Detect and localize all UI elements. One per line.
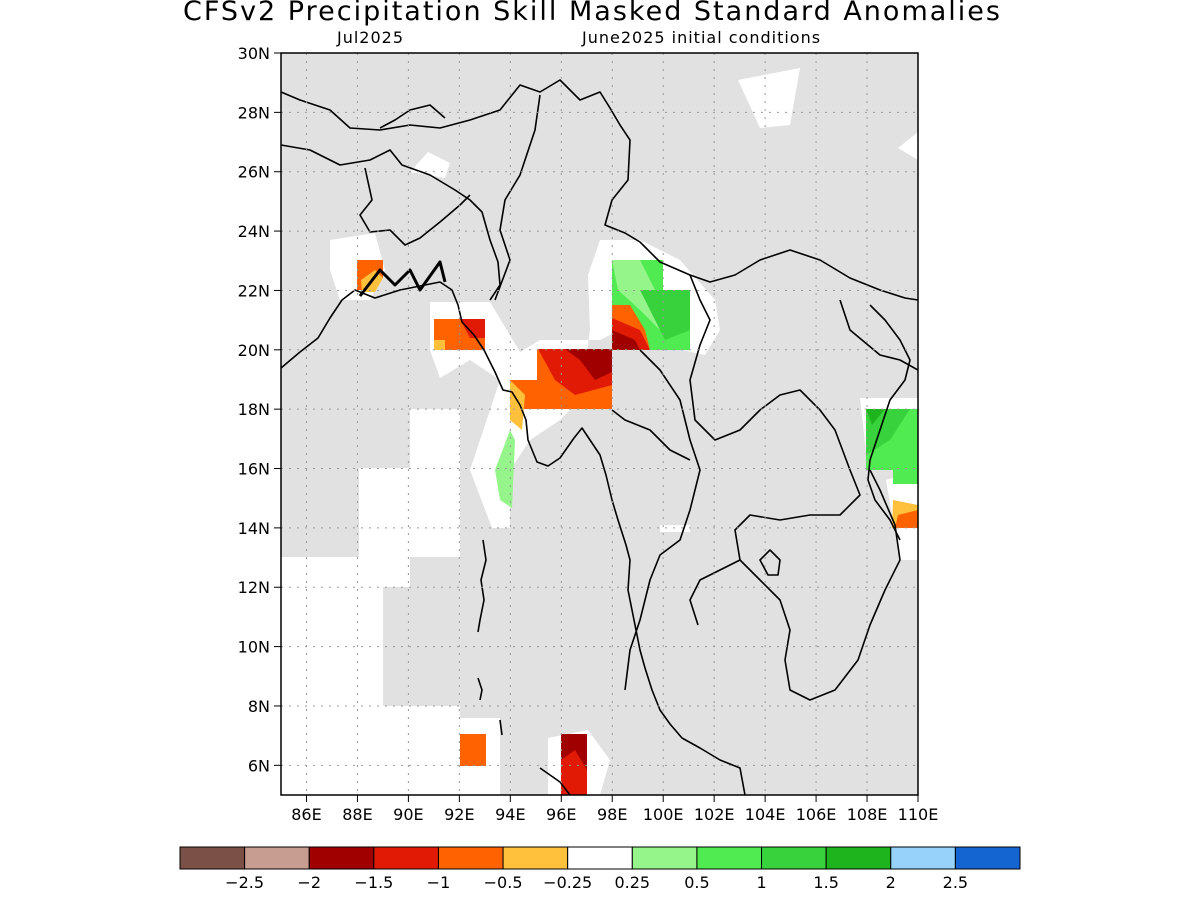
chart-title: CFSv2 Precipitation Skill Masked Standar… xyxy=(183,0,1002,27)
y-tick-label: 8N xyxy=(248,697,270,716)
colorbar-label: 1 xyxy=(756,873,766,892)
initial-conditions-label: June2025 initial conditions xyxy=(582,28,822,47)
colorbar-label: 2.5 xyxy=(943,873,968,892)
x-tick-label: 106E xyxy=(796,805,837,824)
y-tick-label: 22N xyxy=(238,281,270,300)
colorbar-swatch xyxy=(954,846,1021,870)
colorbar-swatch xyxy=(631,846,698,870)
colorbar-label: 1.5 xyxy=(813,873,838,892)
y-tick-label: 12N xyxy=(238,578,270,597)
colorbar-swatch xyxy=(761,846,827,870)
x-tick-label: 94E xyxy=(495,805,525,824)
colorbar-swatch xyxy=(308,846,375,870)
colorbar-swatch xyxy=(825,846,892,870)
plot-frame xyxy=(280,52,919,796)
colorbar-label: −0.25 xyxy=(543,873,592,892)
x-tick-label: 110E xyxy=(898,805,939,824)
y-tick-label: 24N xyxy=(238,222,270,241)
colorbar-swatch xyxy=(437,846,504,870)
colorbar-label: 0.5 xyxy=(684,873,709,892)
colorbar-label: −2 xyxy=(297,873,321,892)
colorbar-swatch xyxy=(696,846,763,870)
colorbar-swatch xyxy=(179,846,246,870)
colorbar-label: 2 xyxy=(886,873,896,892)
colorbar-swatch xyxy=(373,846,439,870)
x-tick-label: 98E xyxy=(597,805,627,824)
x-tick-label: 88E xyxy=(342,805,372,824)
axis-layer: 86E 88E 90E 92E 94E 96E 98E 100E 102E 104E 106E 108… xyxy=(238,44,939,824)
x-tick-label: 108E xyxy=(847,805,888,824)
map-background xyxy=(281,53,918,795)
y-tick-label: 20N xyxy=(238,341,270,360)
colorbar-swatch xyxy=(890,846,956,870)
colorbar-swatch xyxy=(567,846,633,870)
y-tick-label: 10N xyxy=(238,638,270,657)
x-tick-label: 100E xyxy=(643,805,684,824)
y-tick-label: 6N xyxy=(248,756,270,775)
x-tick-label: 102E xyxy=(694,805,735,824)
colorbar: −2.5 −2 −1.5 −1 −0.5 −0.25 0.25 0.5 1 1.5 2 2.5 xyxy=(179,846,1021,892)
colorbar-swatch xyxy=(244,846,310,870)
x-tick-label: 90E xyxy=(393,805,423,824)
x-tick-label: 104E xyxy=(745,805,786,824)
y-tick-label: 14N xyxy=(238,519,270,538)
colorbar-label: −2.5 xyxy=(225,873,264,892)
colorbar-label: −1.5 xyxy=(354,873,393,892)
y-tick-label: 26N xyxy=(238,163,270,182)
valid-month-label: Jul2025 xyxy=(337,28,405,47)
y-tick-label: 18N xyxy=(238,400,270,419)
y-tick-label: 28N xyxy=(238,103,270,122)
y-tick-label: 30N xyxy=(238,44,270,63)
coastline-layer xyxy=(281,79,918,795)
colorbar-label: −1 xyxy=(427,873,451,892)
x-tick-label: 92E xyxy=(444,805,474,824)
anomaly-shading-layer xyxy=(357,260,918,795)
x-tick-label: 96E xyxy=(546,805,576,824)
colorbar-swatch xyxy=(502,846,569,870)
colorbar-label: 0.25 xyxy=(614,873,650,892)
y-tick-label: 16N xyxy=(238,460,270,479)
x-tick-label: 86E xyxy=(291,805,321,824)
colorbar-label: −0.5 xyxy=(484,873,523,892)
